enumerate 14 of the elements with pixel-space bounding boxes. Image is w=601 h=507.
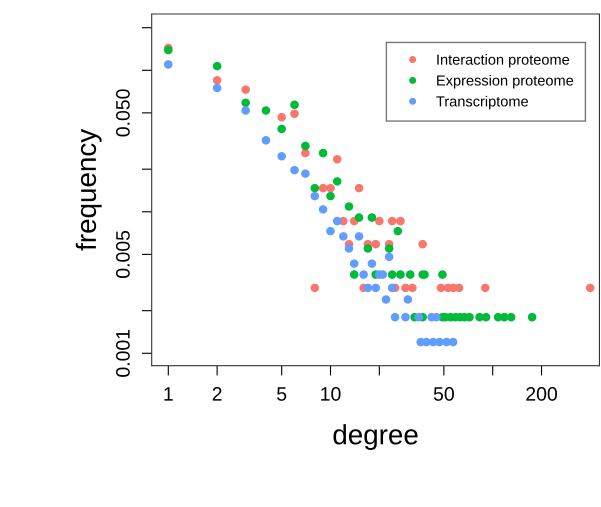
x-tick-label: 1 xyxy=(164,387,173,401)
x-tick-label: 10 xyxy=(321,387,341,401)
y-tick-label: 0.001 xyxy=(116,330,130,377)
y-tick-label: 0.050 xyxy=(116,89,130,136)
legend-label: Interaction proteome xyxy=(437,54,570,68)
x-tick-label: 5 xyxy=(277,387,286,401)
y-axis-title: frequency xyxy=(76,128,102,250)
legend-label: Transcriptome xyxy=(436,96,528,110)
y-tick-label: 0.005 xyxy=(116,230,130,278)
x-axis-title: degree xyxy=(333,424,418,450)
x-tick-label: 200 xyxy=(526,387,557,401)
legend-label: Expression proteome xyxy=(437,74,574,89)
x-tick-label: 2 xyxy=(212,387,222,401)
x-tick-label: 50 xyxy=(434,387,454,401)
